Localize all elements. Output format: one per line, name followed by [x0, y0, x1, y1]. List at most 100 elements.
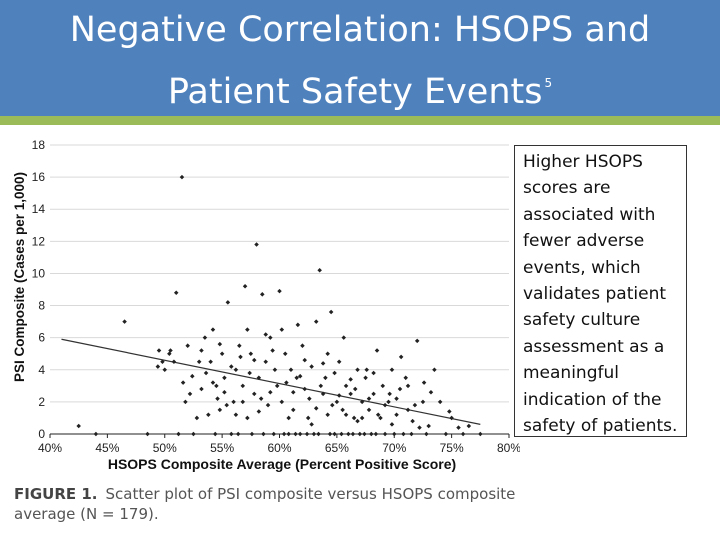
data-point — [334, 399, 340, 405]
data-point — [261, 431, 266, 437]
data-point — [318, 383, 324, 389]
data-point — [173, 290, 179, 295]
y-tick-label: 6 — [38, 331, 45, 345]
scatter-chart: 0 2 4 6 8 10 12 14 16 18 40% 45% 50% 55% 60% 65% 70% 75%… — [12, 138, 520, 472]
data-point — [224, 402, 229, 408]
data-point — [297, 431, 303, 437]
data-point — [180, 380, 186, 385]
x-tick-label: 60% — [267, 441, 291, 455]
y-tick-label: 8 — [38, 299, 45, 313]
data-point — [362, 431, 367, 437]
data-point — [340, 407, 345, 413]
data-point — [363, 375, 368, 381]
data-point — [359, 399, 365, 405]
data-point — [323, 375, 328, 381]
data-point — [386, 399, 391, 405]
data-point — [343, 412, 349, 417]
data-point — [274, 383, 280, 389]
data-point — [374, 348, 380, 353]
data-point — [387, 391, 392, 397]
data-point — [426, 423, 431, 429]
data-point — [270, 348, 275, 353]
data-point — [405, 383, 411, 389]
y-tick-label: 4 — [38, 363, 45, 377]
data-point — [401, 431, 406, 437]
y-tick-label: 14 — [32, 202, 46, 216]
data-point — [237, 343, 242, 348]
data-point — [202, 335, 208, 340]
data-point — [389, 367, 395, 373]
data-point — [199, 348, 204, 353]
data-point — [432, 367, 437, 373]
slide-title-line-1: Negative Correlation: HSOPS and — [69, 10, 651, 50]
data-point — [281, 431, 287, 437]
data-point — [251, 357, 257, 363]
title-banner: Negative Correlation: HSOPS and Patient … — [0, 0, 720, 116]
y-tick-label: 10 — [32, 266, 46, 280]
data-point — [282, 351, 288, 356]
data-point — [325, 351, 330, 356]
data-point — [339, 431, 344, 437]
title-superscript: 5 — [544, 76, 553, 90]
data-point — [460, 431, 466, 437]
accent-bar — [0, 116, 720, 125]
data-point — [286, 431, 291, 437]
data-point — [394, 412, 399, 417]
data-point — [317, 267, 322, 273]
data-point — [210, 380, 216, 385]
data-point — [380, 383, 386, 389]
y-axis-label: PSI Composite (Cases per 1,000) — [12, 172, 27, 382]
data-point — [332, 431, 337, 437]
data-point — [229, 364, 234, 369]
x-tick-label: 50% — [153, 441, 177, 455]
data-point — [359, 415, 365, 421]
data-point — [233, 412, 239, 417]
data-point — [478, 431, 483, 437]
data-point — [382, 431, 388, 437]
data-point — [348, 377, 353, 382]
data-point — [76, 423, 81, 429]
y-tick-label: 12 — [32, 234, 46, 248]
data-point — [233, 367, 239, 373]
data-point — [302, 386, 308, 392]
data-point — [284, 380, 289, 385]
data-point — [414, 338, 420, 344]
data-point — [417, 425, 422, 430]
data-point — [357, 431, 363, 437]
data-point — [371, 370, 376, 376]
data-point — [217, 341, 223, 347]
data-point — [240, 399, 246, 405]
data-point — [421, 380, 427, 385]
data-point — [336, 393, 342, 398]
data-point — [187, 391, 193, 397]
data-point — [405, 407, 411, 413]
data-point — [93, 431, 99, 437]
data-point — [397, 386, 403, 392]
data-point — [260, 292, 265, 297]
data-point — [229, 431, 234, 437]
x-tick-label: 55% — [210, 441, 234, 455]
data-point — [291, 389, 296, 395]
data-point — [341, 335, 347, 340]
data-point — [300, 343, 305, 348]
data-point — [332, 370, 337, 376]
data-point — [403, 375, 408, 381]
data-point — [307, 396, 312, 401]
data-point — [258, 396, 264, 401]
data-point — [330, 402, 335, 408]
slide-title-line-2: Patient Safety Events 5 — [0, 63, 720, 112]
data-point — [398, 354, 404, 360]
data-point — [297, 373, 303, 379]
data-point — [279, 327, 285, 332]
data-point — [369, 431, 374, 437]
x-tick-label: 75% — [440, 441, 464, 455]
data-point — [364, 367, 369, 373]
data-point — [382, 402, 388, 408]
data-point — [145, 431, 150, 437]
data-point — [443, 431, 449, 437]
data-point — [196, 359, 202, 365]
data-point — [254, 242, 259, 247]
data-point — [325, 412, 330, 417]
data-point — [348, 391, 353, 397]
figure-label: FIGURE 1. — [14, 485, 98, 503]
